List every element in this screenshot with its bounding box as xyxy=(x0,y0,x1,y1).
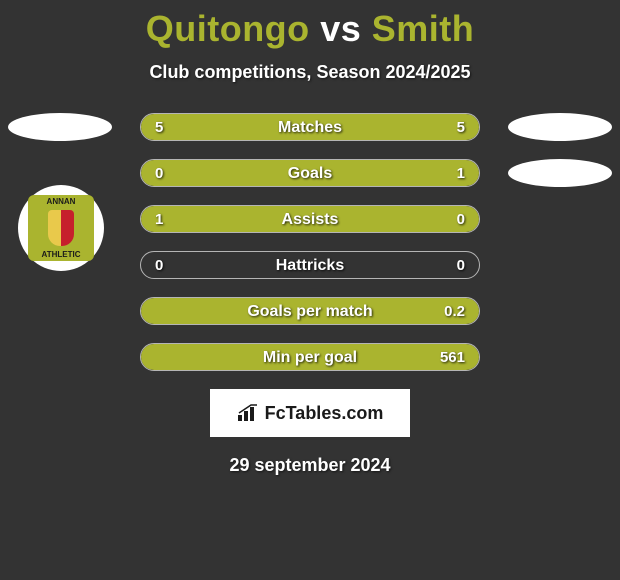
stat-label: Matches xyxy=(141,114,479,141)
stat-label: Min per goal xyxy=(141,344,479,371)
stat-label: Goals xyxy=(141,160,479,187)
right-oval-2 xyxy=(508,159,612,187)
player2-name: Smith xyxy=(372,8,475,49)
content-area: ANNAN ATHLETIC 5Matches50Goals11Assists0… xyxy=(0,113,620,476)
stat-right-value: 0 xyxy=(457,206,465,233)
logo-box: FcTables.com xyxy=(210,389,410,437)
left-oval-1 xyxy=(8,113,112,141)
subtitle: Club competitions, Season 2024/2025 xyxy=(0,62,620,83)
stat-row: 0Goals1 xyxy=(140,159,480,187)
stat-row: 0Hattricks0 xyxy=(140,251,480,279)
stat-right-value: 561 xyxy=(440,344,465,371)
right-oval-1 xyxy=(508,113,612,141)
stat-label: Goals per match xyxy=(141,298,479,325)
stat-right-value: 0 xyxy=(457,252,465,279)
chart-icon xyxy=(237,404,259,422)
badge-text-bottom: ATHLETIC xyxy=(28,250,94,259)
stat-label: Hattricks xyxy=(141,252,479,279)
badge-inner: ANNAN ATHLETIC xyxy=(28,195,94,261)
stat-label: Assists xyxy=(141,206,479,233)
stat-bars: 5Matches50Goals11Assists00Hattricks0Goal… xyxy=(140,113,480,371)
badge-shield-icon xyxy=(48,210,74,246)
comparison-title: Quitongo vs Smith xyxy=(0,0,620,50)
stat-right-value: 5 xyxy=(457,114,465,141)
date-text: 29 september 2024 xyxy=(0,455,620,476)
stat-right-value: 1 xyxy=(457,160,465,187)
player1-name: Quitongo xyxy=(146,8,310,49)
vs-text: vs xyxy=(320,8,361,49)
stat-row: 1Assists0 xyxy=(140,205,480,233)
stat-row: Goals per match0.2 xyxy=(140,297,480,325)
logo-text: FcTables.com xyxy=(265,403,384,424)
left-club-badge: ANNAN ATHLETIC xyxy=(18,185,104,271)
stat-row: Min per goal561 xyxy=(140,343,480,371)
badge-text-top: ANNAN xyxy=(28,197,94,206)
stat-row: 5Matches5 xyxy=(140,113,480,141)
stat-right-value: 0.2 xyxy=(444,298,465,325)
